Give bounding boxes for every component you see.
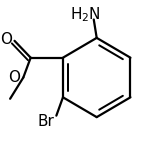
Text: O: O [0, 32, 12, 47]
Text: Br: Br [38, 114, 55, 129]
Text: O: O [8, 70, 21, 85]
Text: H$_2$N: H$_2$N [70, 6, 100, 24]
